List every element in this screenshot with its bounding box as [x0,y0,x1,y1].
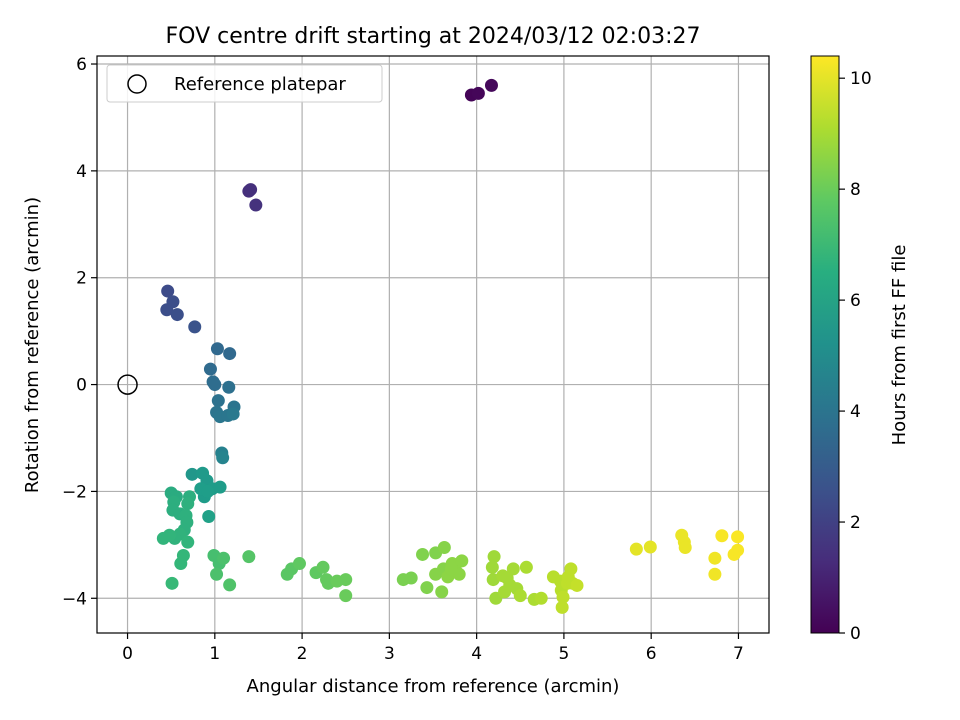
scatter-point [174,557,188,571]
scatter-point [188,320,202,334]
legend-label: Reference platepar [174,74,346,95]
scatter-point [715,529,729,543]
colorbar-ticks: 0 2 4 6 8 10 [839,69,872,644]
scatter-point [629,542,643,556]
scatter-point [249,198,263,212]
scatter-point [534,591,548,605]
scatter-point [416,547,430,561]
scatter-point [213,480,227,494]
y-axis-ticks: −4 −2 0 2 4 6 [62,55,97,609]
legend: Reference platepar [106,64,383,103]
x-tick-label: 2 [297,644,308,664]
x-tick-label: 1 [209,644,220,664]
colorbar-tick-label: 4 [850,402,861,422]
scatter-point [292,557,306,571]
scatter-point [226,407,240,421]
scatter-point [435,585,449,599]
scatter-point [731,543,745,557]
y-tick-label: 2 [76,269,87,289]
scatter-point [437,541,451,555]
scatter-point [201,484,215,498]
scatter-point [708,567,722,581]
scatter-point [484,78,498,92]
scatter-point [570,578,584,592]
scatter-point [181,535,195,549]
x-tick-label: 5 [558,644,569,664]
x-tick-label: 0 [122,644,133,664]
colorbar-label: Hours from first FF file [889,245,910,446]
scatter-point [156,531,170,545]
scatter-point [185,467,199,481]
reference-marker-group [117,374,138,395]
scatter-point [556,590,570,604]
scatter-point [170,308,184,322]
x-axis-ticks: 0 1 2 3 4 5 6 7 [122,633,744,664]
scatter-point [208,378,222,392]
scatter-point [202,510,216,524]
scatter-point [404,571,418,585]
scatter-point [181,497,195,511]
scatter-point [731,530,745,544]
scatter-point [211,394,225,408]
scatter-point [222,380,236,394]
scatter-point [223,347,237,361]
scatter-point [242,550,256,564]
colorbar-tick-label: 0 [850,624,861,644]
scatter-point [165,576,179,590]
scatter-point [216,451,230,465]
colorbar-tick-label: 6 [850,291,861,311]
y-tick-label: 6 [76,55,87,75]
y-tick-label: 4 [76,162,87,182]
x-tick-label: 3 [384,644,395,664]
scatter-point [203,362,217,376]
colorbar-tick-label: 8 [850,180,861,200]
scatter-point [643,540,657,554]
legend-reference-marker [127,74,147,94]
reference-marker [117,374,138,395]
legend-box [106,64,383,103]
scatter-point [210,342,224,356]
scatter-point [316,560,330,574]
x-tick-label: 4 [471,644,482,664]
scatter-point [161,284,175,298]
scatter-point [471,86,485,100]
scatter-point [339,589,353,603]
chart-title: FOV centre drift starting at 2024/03/12 … [166,24,701,49]
colorbar-gradient [810,55,840,634]
scatter-point [678,541,692,555]
scatter-point [217,551,231,565]
scatter-point [708,551,722,565]
scatter-point [444,562,458,576]
scatter-point [244,183,258,197]
scatter-point [500,571,514,585]
scatter-point [485,560,499,574]
y-tick-label: −2 [62,482,87,502]
scatter-point [339,573,353,587]
x-tick-label: 6 [646,644,657,664]
scatter-point [555,600,569,614]
scatter-point [210,567,224,581]
scatter-point [420,581,434,595]
scatter-point [513,589,527,603]
scatter-point [160,303,174,317]
scatter-points [156,78,745,614]
scatter-point [487,550,501,564]
colorbar-tick-label: 10 [850,69,872,89]
x-tick-label: 7 [733,644,744,664]
scatter-point [455,554,469,568]
scatter-point [223,578,237,592]
y-tick-label: −4 [62,589,87,609]
colorbar-tick-label: 2 [850,513,861,533]
plot-frame [96,55,770,634]
scatter-point [564,562,578,576]
x-axis-label: Angular distance from reference (arcmin) [247,676,620,697]
colorbar: 0 2 4 6 8 10 Hours from first FF file [810,55,910,644]
y-axis-label: Rotation from reference (arcmin) [22,197,43,493]
scatter-point [519,560,533,574]
y-tick-label: 0 [76,376,87,396]
grid [97,56,769,633]
